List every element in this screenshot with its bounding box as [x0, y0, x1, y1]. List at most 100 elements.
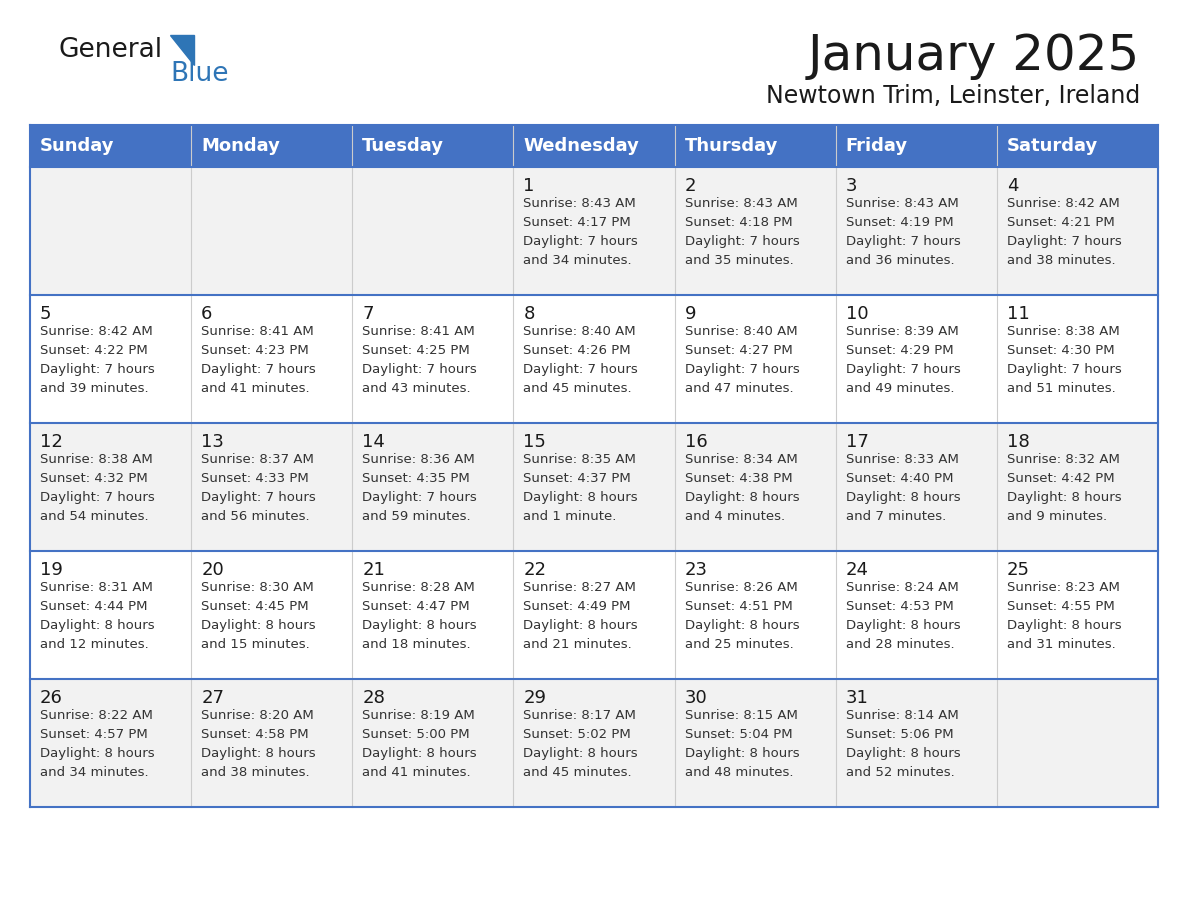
Text: Daylight: 7 hours: Daylight: 7 hours [524, 235, 638, 248]
Text: Sunrise: 8:43 AM: Sunrise: 8:43 AM [684, 197, 797, 210]
Text: 18: 18 [1007, 433, 1030, 451]
Text: Daylight: 8 hours: Daylight: 8 hours [201, 747, 316, 760]
Text: Sunset: 4:22 PM: Sunset: 4:22 PM [40, 344, 147, 357]
Text: Sunrise: 8:43 AM: Sunrise: 8:43 AM [524, 197, 637, 210]
Text: Sunset: 5:06 PM: Sunset: 5:06 PM [846, 728, 953, 741]
Text: Sunset: 4:30 PM: Sunset: 4:30 PM [1007, 344, 1114, 357]
Text: and 45 minutes.: and 45 minutes. [524, 382, 632, 395]
Text: Sunrise: 8:33 AM: Sunrise: 8:33 AM [846, 453, 959, 466]
Text: and 56 minutes.: and 56 minutes. [201, 510, 310, 523]
Text: Sunrise: 8:19 AM: Sunrise: 8:19 AM [362, 709, 475, 722]
Text: and 31 minutes.: and 31 minutes. [1007, 638, 1116, 651]
Text: Daylight: 7 hours: Daylight: 7 hours [684, 235, 800, 248]
Text: Thursday: Thursday [684, 137, 778, 155]
Text: Sunset: 4:38 PM: Sunset: 4:38 PM [684, 472, 792, 485]
Text: 21: 21 [362, 561, 385, 579]
Polygon shape [170, 35, 194, 65]
Text: and 54 minutes.: and 54 minutes. [40, 510, 148, 523]
Text: and 39 minutes.: and 39 minutes. [40, 382, 148, 395]
Text: Sunset: 4:44 PM: Sunset: 4:44 PM [40, 600, 147, 613]
Text: Sunrise: 8:23 AM: Sunrise: 8:23 AM [1007, 581, 1120, 594]
Bar [30, 125, 1158, 167]
Text: Sunset: 4:26 PM: Sunset: 4:26 PM [524, 344, 631, 357]
Text: 13: 13 [201, 433, 225, 451]
Text: and 34 minutes.: and 34 minutes. [40, 766, 148, 779]
Text: Sunset: 4:53 PM: Sunset: 4:53 PM [846, 600, 954, 613]
Bar [30, 679, 1158, 807]
Text: 6: 6 [201, 305, 213, 323]
Text: 29: 29 [524, 689, 546, 707]
Text: Sunrise: 8:42 AM: Sunrise: 8:42 AM [1007, 197, 1119, 210]
Text: and 51 minutes.: and 51 minutes. [1007, 382, 1116, 395]
Text: Sunset: 4:58 PM: Sunset: 4:58 PM [201, 728, 309, 741]
Text: 26: 26 [40, 689, 63, 707]
Text: 12: 12 [40, 433, 63, 451]
Text: Sunrise: 8:28 AM: Sunrise: 8:28 AM [362, 581, 475, 594]
Text: and 52 minutes.: and 52 minutes. [846, 766, 954, 779]
Text: Daylight: 7 hours: Daylight: 7 hours [40, 491, 154, 504]
Text: Sunset: 4:37 PM: Sunset: 4:37 PM [524, 472, 631, 485]
Text: Sunset: 4:19 PM: Sunset: 4:19 PM [846, 216, 953, 229]
Text: Sunset: 4:57 PM: Sunset: 4:57 PM [40, 728, 147, 741]
Text: 17: 17 [846, 433, 868, 451]
Text: Daylight: 7 hours: Daylight: 7 hours [524, 363, 638, 376]
Text: and 15 minutes.: and 15 minutes. [201, 638, 310, 651]
Text: Daylight: 8 hours: Daylight: 8 hours [1007, 619, 1121, 632]
Text: 8: 8 [524, 305, 535, 323]
Text: Sunrise: 8:42 AM: Sunrise: 8:42 AM [40, 325, 153, 338]
Text: and 43 minutes.: and 43 minutes. [362, 382, 470, 395]
Text: 25: 25 [1007, 561, 1030, 579]
Text: Daylight: 8 hours: Daylight: 8 hours [846, 747, 960, 760]
Text: and 41 minutes.: and 41 minutes. [201, 382, 310, 395]
Text: Sunset: 4:49 PM: Sunset: 4:49 PM [524, 600, 631, 613]
Text: Daylight: 8 hours: Daylight: 8 hours [684, 619, 800, 632]
Text: Sunset: 4:29 PM: Sunset: 4:29 PM [846, 344, 953, 357]
Text: Newtown Trim, Leinster, Ireland: Newtown Trim, Leinster, Ireland [766, 84, 1140, 108]
Text: 20: 20 [201, 561, 223, 579]
Bar [30, 423, 1158, 551]
Text: 28: 28 [362, 689, 385, 707]
Text: Sunrise: 8:39 AM: Sunrise: 8:39 AM [846, 325, 959, 338]
Text: Sunset: 5:00 PM: Sunset: 5:00 PM [362, 728, 470, 741]
Text: Sunset: 5:02 PM: Sunset: 5:02 PM [524, 728, 631, 741]
Text: Sunrise: 8:35 AM: Sunrise: 8:35 AM [524, 453, 637, 466]
Text: Sunrise: 8:30 AM: Sunrise: 8:30 AM [201, 581, 314, 594]
Text: Sunset: 4:42 PM: Sunset: 4:42 PM [1007, 472, 1114, 485]
Text: Daylight: 8 hours: Daylight: 8 hours [40, 747, 154, 760]
Text: Daylight: 7 hours: Daylight: 7 hours [846, 235, 960, 248]
Text: and 4 minutes.: and 4 minutes. [684, 510, 785, 523]
Text: Saturday: Saturday [1007, 137, 1098, 155]
Text: Daylight: 8 hours: Daylight: 8 hours [846, 619, 960, 632]
Text: Sunset: 4:40 PM: Sunset: 4:40 PM [846, 472, 953, 485]
Text: and 45 minutes.: and 45 minutes. [524, 766, 632, 779]
Bar [30, 167, 1158, 295]
Text: 10: 10 [846, 305, 868, 323]
Text: 11: 11 [1007, 305, 1030, 323]
Bar [30, 551, 1158, 679]
Text: Daylight: 8 hours: Daylight: 8 hours [524, 747, 638, 760]
Text: 16: 16 [684, 433, 707, 451]
Text: and 1 minute.: and 1 minute. [524, 510, 617, 523]
Text: 31: 31 [846, 689, 868, 707]
Text: Daylight: 8 hours: Daylight: 8 hours [684, 747, 800, 760]
Text: 5: 5 [40, 305, 51, 323]
Text: and 38 minutes.: and 38 minutes. [1007, 254, 1116, 267]
Text: Daylight: 8 hours: Daylight: 8 hours [524, 619, 638, 632]
Text: and 18 minutes.: and 18 minutes. [362, 638, 470, 651]
Text: Sunset: 4:21 PM: Sunset: 4:21 PM [1007, 216, 1114, 229]
Text: 9: 9 [684, 305, 696, 323]
Text: Sunrise: 8:15 AM: Sunrise: 8:15 AM [684, 709, 797, 722]
Text: Sunrise: 8:36 AM: Sunrise: 8:36 AM [362, 453, 475, 466]
Text: and 7 minutes.: and 7 minutes. [846, 510, 946, 523]
Text: Sunrise: 8:32 AM: Sunrise: 8:32 AM [1007, 453, 1120, 466]
Text: 2: 2 [684, 177, 696, 195]
Text: and 34 minutes.: and 34 minutes. [524, 254, 632, 267]
Text: 3: 3 [846, 177, 858, 195]
Text: 23: 23 [684, 561, 708, 579]
Text: Sunset: 4:17 PM: Sunset: 4:17 PM [524, 216, 631, 229]
Text: 15: 15 [524, 433, 546, 451]
Text: Sunset: 4:45 PM: Sunset: 4:45 PM [201, 600, 309, 613]
Text: Daylight: 8 hours: Daylight: 8 hours [362, 747, 476, 760]
Text: Sunrise: 8:37 AM: Sunrise: 8:37 AM [201, 453, 314, 466]
Text: Daylight: 8 hours: Daylight: 8 hours [1007, 491, 1121, 504]
